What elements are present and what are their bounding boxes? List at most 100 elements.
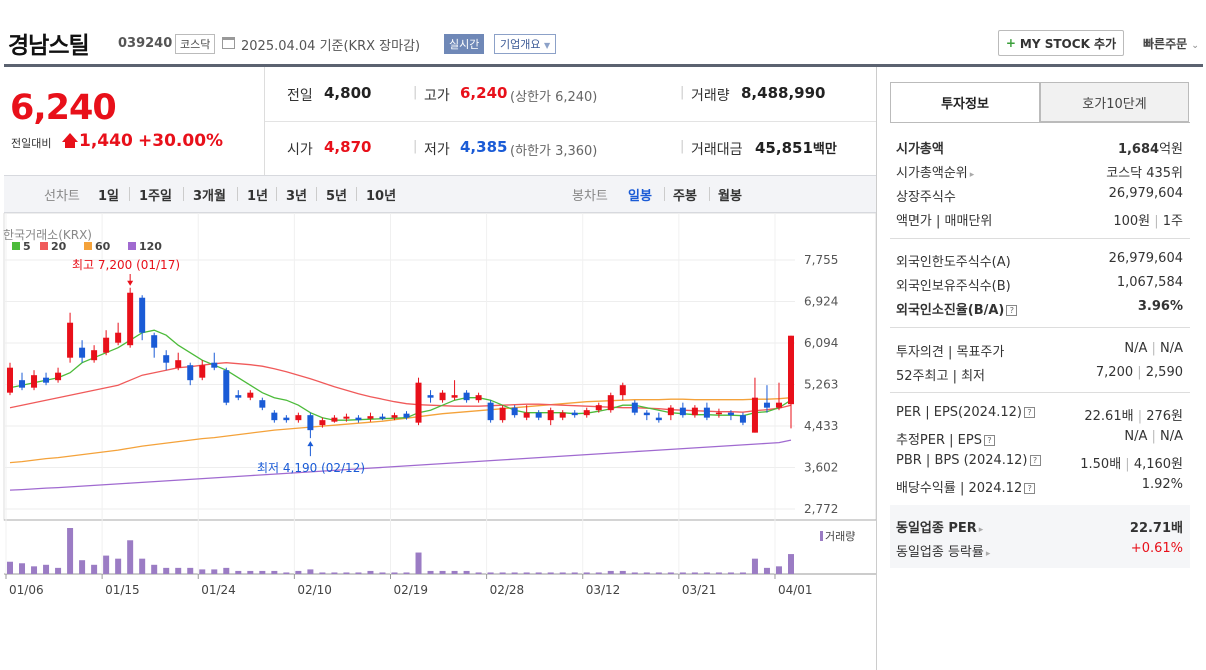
price-chart[interactable]: 7,755 6,924 6,094 5,263 4,433 3,602 2,772 01/06… [0, 213, 876, 603]
period-sep [664, 187, 665, 201]
help-icon[interactable]: ? [1029, 455, 1041, 466]
legend-label: 5 [23, 240, 31, 253]
calendar-icon [222, 37, 235, 49]
candle-weekly[interactable]: 주봉 [673, 189, 697, 204]
candle-monthly[interactable]: 월봉 [718, 189, 742, 204]
candle-body [151, 335, 158, 348]
current-price: 6,240 [10, 88, 117, 128]
high-value: 6,240 [460, 84, 508, 102]
info-shares: 상장주식수 26,979,604 [896, 186, 1183, 205]
x-tick-label: 02/10 [297, 583, 332, 597]
company-overview-label: 기업개요 [500, 38, 541, 51]
chart-grid: 7,755 6,924 6,094 5,263 4,433 3,602 2,772 01/06… [3, 213, 876, 597]
volume-bar [355, 572, 362, 574]
info-key: 배당수익률 | 2024.12? [896, 477, 1036, 496]
candle-body [415, 382, 422, 423]
period-bar [4, 175, 877, 213]
volume-bar [475, 572, 482, 574]
volume-bar [499, 572, 506, 574]
period-1w[interactable]: 1주일 [139, 189, 172, 204]
help-icon[interactable]: ? [1006, 305, 1018, 316]
volume-bar [103, 555, 110, 574]
x-tick-label: 04/01 [778, 583, 813, 597]
min-arrow-head [307, 441, 314, 447]
sector-box [890, 505, 1190, 568]
info-key: 시가총액순위 ▸ [896, 162, 974, 181]
period-sep [276, 187, 277, 201]
candle-body [55, 372, 62, 381]
volume-bar [79, 560, 86, 574]
candle-body [115, 332, 122, 343]
volume-bar [67, 528, 74, 574]
market-cap-unit: 억원 [1159, 142, 1183, 157]
low-label: 저가 [424, 142, 450, 158]
candle-body [751, 397, 758, 433]
opinion-value: N/A [1124, 341, 1148, 356]
period-1d[interactable]: 1일 [98, 189, 120, 204]
info-divider [890, 238, 1190, 239]
volume-bar [295, 570, 302, 574]
info-face: 액면가 | 매매단위 100원 | 1주 [896, 210, 1183, 229]
info-sector-per[interactable]: 동일업종 PER ▸ 22.71배 [896, 517, 1183, 536]
period-3y[interactable]: 3년 [286, 189, 308, 204]
period-1y[interactable]: 1년 [247, 189, 269, 204]
volume-bar [523, 572, 530, 574]
trade-unit-value: 1주 [1162, 214, 1183, 229]
candle-body [139, 297, 146, 333]
candle-body [283, 417, 290, 421]
pipe-sep: | [1150, 214, 1163, 229]
info-foreign-ratio: 외국인소진율(B/A)? 3.96% [896, 299, 1183, 318]
header-divider [4, 64, 1203, 67]
summary-row-divider [265, 121, 876, 122]
candle-body [91, 350, 98, 361]
volume-bar [751, 558, 758, 574]
help-icon[interactable]: ? [983, 435, 995, 446]
info-dividend: 배당수익률 | 2024.12? 1.92% [896, 477, 1183, 496]
period-10y[interactable]: 10년 [366, 189, 397, 204]
volume-bar [379, 572, 386, 574]
candle-body [7, 367, 13, 393]
amount-label: 거래대금 [691, 142, 743, 158]
volume-bar [775, 566, 782, 574]
per-label: PER [896, 405, 922, 420]
cap-rank-label: 시가총액순위 [896, 166, 968, 181]
period-5y[interactable]: 5년 [326, 189, 348, 204]
candle-body [379, 416, 386, 419]
info-key: 52주최고 | 최저 [896, 365, 985, 384]
candle-body [211, 362, 218, 368]
y-tick-label: 3,602 [804, 461, 838, 475]
pipe-sep: | [1121, 457, 1134, 472]
info-key: 추정PER | EPS? [896, 429, 995, 448]
volume-bar [451, 570, 458, 574]
tab-orderbook-10[interactable]: 호가10단계 [1040, 82, 1189, 122]
candle-body [619, 385, 626, 396]
summary-divider [264, 67, 265, 175]
period-3m[interactable]: 3개월 [193, 189, 226, 204]
volume-bar [127, 540, 134, 574]
help-icon[interactable]: ? [1023, 407, 1035, 418]
volume-bar [703, 572, 710, 574]
info-key: 동일업종 등락률 ▸ [896, 541, 990, 560]
candle-body [451, 395, 458, 398]
volume-bar [763, 567, 770, 574]
realtime-button[interactable]: 실시간 [444, 34, 485, 54]
help-icon[interactable]: ? [1024, 483, 1036, 494]
candle-body [127, 292, 134, 346]
volume-bar [343, 572, 350, 574]
market-cap-number: 1,684 [1117, 142, 1160, 157]
quick-order-button[interactable]: 빠른주문 ⌄ [1143, 35, 1199, 52]
company-overview-dropdown[interactable]: 기업개요 ▼ [494, 34, 557, 54]
volume-bars [7, 528, 794, 574]
volume-bar [607, 570, 614, 574]
add-mystock-button[interactable]: + MY STOCK 추가 [998, 30, 1124, 56]
candle-body [727, 412, 734, 416]
volume-bar [115, 558, 122, 574]
week52-high-label: 52주최고 [896, 369, 949, 384]
tab-invest-info[interactable]: 투자정보 [890, 82, 1040, 122]
info-cap-rank[interactable]: 시가총액순위 ▸ 코스닥 435위 [896, 162, 1183, 181]
info-sector-rate[interactable]: 동일업종 등락률 ▸ +0.61% [896, 541, 1183, 560]
face-label: 액면가 [896, 214, 932, 229]
volume-bar [511, 572, 518, 574]
candle-daily[interactable]: 일봉 [628, 189, 652, 204]
candle-body [235, 395, 242, 398]
